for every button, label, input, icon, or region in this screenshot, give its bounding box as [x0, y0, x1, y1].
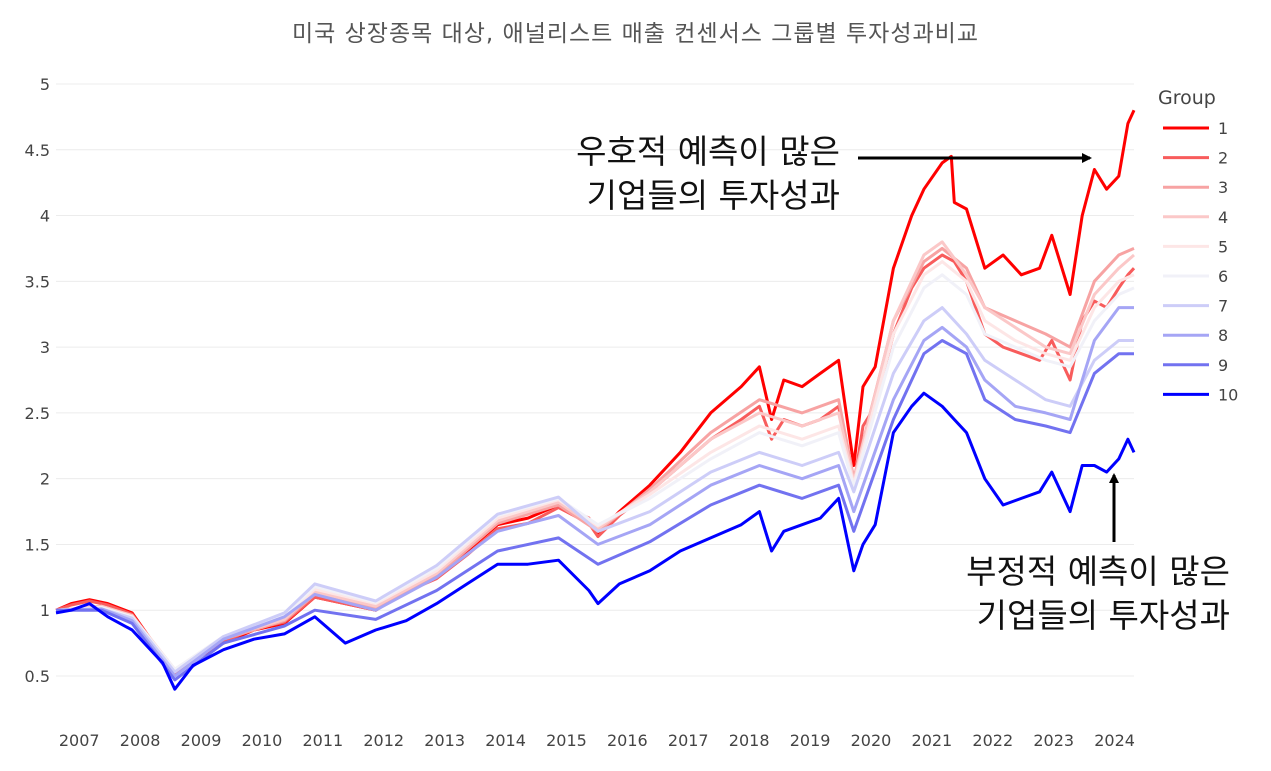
legend-label-2: 2 [1218, 149, 1228, 168]
y-axis-ticks: 0.5 1 1.5 2 2.5 3 3.5 4 4.5 5 [25, 75, 50, 686]
legend-title: Group [1158, 87, 1216, 109]
legend-label-7: 7 [1218, 297, 1228, 316]
y-tick-label: 0.5 [25, 667, 50, 686]
x-tick-label: 2016 [607, 731, 648, 750]
x-tick-label: 2010 [242, 731, 283, 750]
legend-label-3: 3 [1218, 178, 1228, 197]
legend-label-4: 4 [1218, 208, 1228, 227]
series-line-6 [55, 273, 1135, 671]
annotation-unfavorable: 부정적 예측이 많은 기업들의 투자성과 [930, 550, 1230, 638]
x-tick-label: 2015 [546, 731, 587, 750]
y-tick-label: 5 [40, 75, 50, 94]
y-tick-label: 3.5 [25, 272, 50, 291]
chart-title: 미국 상장종목 대상, 애널리스트 매출 컨센서스 그룹별 투자성과비교 [292, 21, 979, 47]
y-tick-label: 2 [40, 470, 50, 489]
legend-label-8: 8 [1218, 326, 1228, 345]
gridlines [56, 83, 1134, 677]
annotation-favorable-line1: 우호적 예측이 많은 [576, 132, 840, 171]
x-tick-label: 2007 [59, 731, 100, 750]
x-tick-label: 2018 [729, 731, 770, 750]
x-tick-label: 2017 [668, 731, 709, 750]
y-tick-label: 2.5 [25, 404, 50, 423]
x-tick-label: 2023 [1033, 731, 1074, 750]
legend-label-5: 5 [1218, 237, 1228, 256]
series-lines [55, 109, 1136, 691]
x-tick-label: 2009 [181, 731, 222, 750]
x-tick-label: 2019 [790, 731, 831, 750]
x-tick-label: 2024 [1094, 731, 1135, 750]
x-tick-label: 2014 [485, 731, 526, 750]
y-tick-label: 4.5 [25, 141, 50, 160]
x-tick-label: 2011 [302, 731, 343, 750]
series-line-7 [55, 306, 1134, 674]
y-tick-label: 4 [40, 207, 50, 226]
x-axis-ticks: 2007 2008 2009 2010 2011 2012 2013 2014 2015 2016… [59, 731, 1135, 750]
x-tick-label: 2013 [424, 731, 465, 750]
legend-label-6: 6 [1218, 267, 1228, 286]
x-tick-label: 2022 [972, 731, 1013, 750]
x-tick-label: 2020 [851, 731, 892, 750]
x-tick-label: 2012 [363, 731, 404, 750]
legend-label-10: 10 [1218, 385, 1238, 404]
annotation-unfavorable-line1: 부정적 예측이 많은 [966, 552, 1230, 591]
series-line-10 [55, 391, 1136, 691]
series-line-9 [56, 339, 1134, 682]
y-tick-label: 3 [40, 338, 50, 357]
series-line-8 [55, 306, 1134, 678]
y-tick-label: 1 [40, 601, 50, 620]
legend-label-9: 9 [1218, 356, 1228, 375]
legend-label-1: 1 [1218, 119, 1228, 138]
annotation-unfavorable-line2: 기업들의 투자성과 [976, 596, 1230, 635]
x-tick-label: 2021 [912, 731, 953, 750]
annotation-favorable-line2: 기업들의 투자성과 [586, 176, 840, 215]
y-tick-label: 1.5 [25, 535, 50, 554]
annotation-favorable: 우호적 예측이 많은 기업들의 투자성과 [540, 130, 840, 218]
legend: 1 2 3 4 5 6 7 8 9 10 [1163, 119, 1238, 404]
annotation-arrows [858, 153, 1119, 542]
x-tick-label: 2008 [120, 731, 161, 750]
